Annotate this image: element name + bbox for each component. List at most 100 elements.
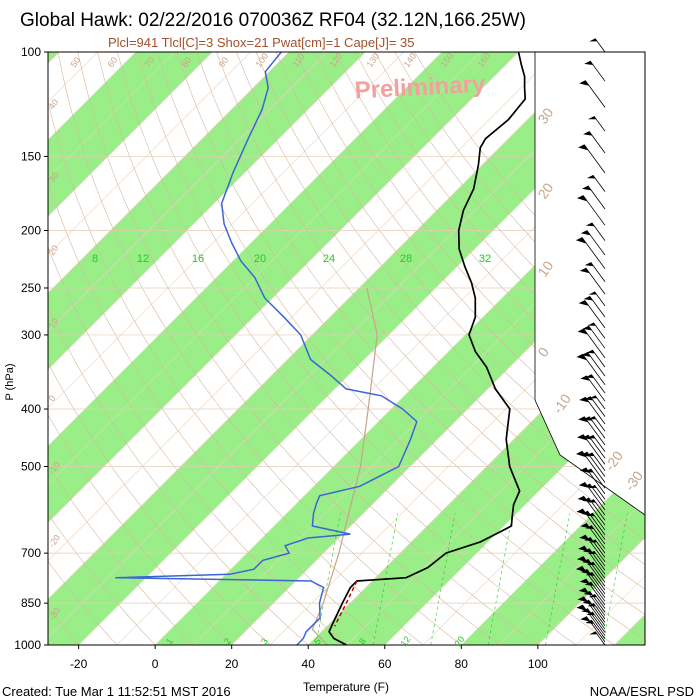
wind-barb-flag [577,596,588,603]
wind-barb-flag [585,619,594,624]
isotherm-label-top: 60 [105,55,119,69]
wind-barb-shaft [581,565,606,598]
wind-barb-shaft [594,484,606,500]
mixing-ratio-label-bottom: 20 [453,634,467,648]
wind-barb-shaft [581,236,606,269]
isotherm-line [48,52,366,370]
plot-frame [47,51,646,646]
wind-barb-flag [575,237,587,244]
wind-barb-shaft [583,328,606,359]
isotherm-line [48,52,634,638]
wind-barb-shaft [584,482,606,511]
wind-barb-shaft [587,510,606,536]
isotherm-line [691,52,700,645]
wind-barb-shaft [591,571,606,591]
wind-barb-flag [580,230,591,236]
wind-barb-shaft [593,415,606,432]
wind-barb-flag [580,451,591,457]
wind-barb-flag [585,222,595,227]
wind-barb-shaft [594,38,606,53]
isotherm-line [48,52,213,217]
wind-barb-shaft [594,395,606,410]
isotherm-line [384,384,645,645]
isotherm-line [48,52,519,523]
wind-barb-flag [578,144,588,151]
wind-barb-shaft [592,174,606,192]
wind-barb-shaft [589,295,606,318]
wind-barb-flag [577,556,587,563]
chart-subtitle: Plcl=941 Tlcl[C]=3 Shox=21 Pwat[cm]=1 Ca… [108,35,415,50]
wind-barb-shaft [587,434,606,459]
wind-barb-shaft [583,495,606,526]
wind-barb-flag [583,296,593,301]
wind-barb-shaft [589,483,606,505]
wind-barb-shaft [584,587,606,616]
wind-barb-shaft [588,599,606,623]
x-axis-label: Temperature (F) [303,680,389,694]
wind-barb-shaft [591,452,606,471]
x-tick-label: 0 [152,657,159,671]
wind-barb-shaft [593,322,606,339]
y-tick-label: 500 [21,459,41,473]
x-tick-label: 80 [455,657,469,671]
wind-barb-shaft [583,545,606,575]
wind-barb-shaft [582,195,606,226]
isotherm-label-top: 70 [142,55,156,69]
mixing-ratio-label: 24 [323,253,335,265]
mixing-ratio-line [602,513,628,645]
y-tick-label: 400 [21,402,41,416]
mixing-ratio-label: 28 [400,253,412,265]
wind-barb-shaft [589,396,606,417]
isotherm-label-top: 90 [216,55,230,69]
isotherm-line [48,52,481,485]
isotherm-line [48,52,251,256]
wind-barb-flag [577,434,587,441]
wind-barb-shaft [584,80,606,108]
wind-barb-flag [581,185,592,191]
created-timestamp: Created: Tue Mar 1 11:52:51 MST 2016 [2,684,231,699]
x-tick-label: 40 [302,657,316,671]
x-tick-label: 100 [528,657,548,671]
wind-barb-shaft [588,325,606,349]
y-tick-label: 250 [21,281,41,295]
isotherm-line [48,52,175,179]
mixing-ratio-label: 8 [92,253,98,265]
isotherm-label-left: -20 [46,533,62,549]
wind-barb-flag [589,631,597,635]
wind-barb-flag [577,328,588,335]
wind-barb-flag [586,349,595,354]
wind-barb-flag [577,195,587,202]
wind-barb-shaft [590,374,606,394]
wind-barb-flag [579,534,589,541]
wind-barb-flag [588,116,596,120]
wind-barb-flag [586,175,596,179]
mixing-ratio-line [660,513,684,645]
mixing-ratio-line [545,513,571,645]
wind-barb-shaft [585,267,606,295]
isotherm-label-left: 20 [46,243,60,257]
wind-barb-flag [577,495,588,502]
wind-barb-shaft [586,568,606,595]
wind-barb-shaft [592,561,606,579]
wind-barb-shaft [587,185,606,210]
wind-barb-shaft [586,451,606,477]
isotherm-line [193,192,645,645]
wind-barb-flag [576,604,587,611]
isotherm-line [461,460,645,645]
wind-barb-shaft [594,291,606,307]
wind-barb-shaft [582,604,606,636]
isotherm-line [154,154,645,645]
wind-barb-shaft [594,594,606,609]
isotherm-line [231,231,645,645]
wind-barb-shaft [590,525,606,545]
wind-barb-shaft [589,60,606,82]
wind-barb-flag [584,60,593,65]
wind-barb-shaft [589,590,606,613]
isotherm-line [48,52,443,447]
isotherm-line [48,52,404,409]
y-tick-label: 100 [21,45,41,59]
wind-barb-flag [583,131,592,136]
isotherm-label-left: 10 [46,316,60,330]
mixing-ratio-label-bottom: 1 [164,636,175,646]
isotherm-label-left: 30 [46,170,60,184]
